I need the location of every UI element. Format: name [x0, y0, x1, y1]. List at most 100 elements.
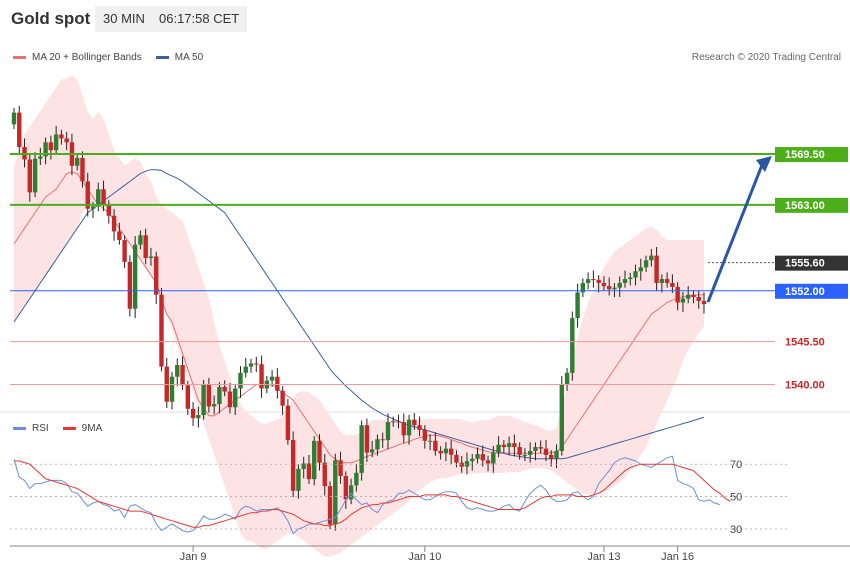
candle-body [454, 454, 459, 463]
candle [501, 440, 507, 454]
ma50-swatch [155, 56, 169, 59]
ma9-swatch [62, 427, 76, 430]
candle-body [333, 460, 338, 525]
candle-body [101, 189, 106, 205]
candle [132, 236, 138, 319]
candle-body [696, 297, 701, 301]
candle-body [169, 376, 175, 402]
candle-body [196, 415, 201, 419]
candle [48, 135, 54, 160]
candle-body [348, 485, 354, 500]
rsi-tick-label: 30 [730, 524, 742, 536]
candle [443, 441, 449, 462]
candle-body [554, 450, 559, 459]
level-label: 1545.50 [785, 337, 825, 349]
candle-body [80, 157, 85, 182]
candle [80, 151, 85, 188]
candle [96, 182, 101, 212]
candle-body [538, 447, 543, 449]
candle [585, 272, 591, 290]
candle [491, 445, 496, 473]
candle [322, 454, 327, 496]
candle-body [427, 440, 433, 442]
candle-body [396, 421, 401, 423]
level-resistance: 1569.50 [10, 147, 848, 163]
candle-body [117, 231, 122, 240]
candle-body [296, 468, 301, 491]
candle-body [628, 277, 633, 280]
candle-body [233, 388, 238, 408]
candle [159, 288, 164, 372]
candle-body [659, 279, 665, 283]
candle [596, 275, 601, 293]
candle [470, 454, 475, 471]
credit-text: Research © 2020 Trading Central [691, 52, 841, 63]
candle-body [517, 447, 522, 455]
level-current: 1555.60 [708, 255, 848, 271]
candle-body [43, 142, 48, 157]
candle-body [111, 215, 117, 232]
candle [506, 436, 512, 455]
candle-body [433, 440, 438, 451]
candle-body [501, 444, 507, 448]
candle [38, 147, 43, 165]
candle-body [222, 386, 227, 392]
level-label: 1540.00 [785, 380, 825, 392]
candle-body [306, 463, 312, 480]
candle [622, 270, 628, 288]
candle [312, 436, 317, 486]
candle [427, 434, 433, 451]
candle-body [206, 384, 212, 407]
level-tag [775, 197, 848, 213]
candle [285, 399, 291, 445]
candle-body [364, 425, 370, 453]
candle [496, 436, 501, 458]
projection-arrow [706, 156, 772, 303]
candle [53, 125, 59, 155]
candle-body [238, 372, 243, 389]
candle [580, 278, 586, 298]
candle [649, 248, 654, 267]
candle [391, 416, 396, 427]
level-label: 1563.00 [785, 200, 825, 212]
candle-body [248, 363, 254, 367]
candle [85, 172, 90, 217]
candle [480, 445, 485, 467]
candle-body [227, 391, 233, 408]
candle [448, 440, 454, 465]
candle [238, 366, 243, 398]
candle [570, 311, 575, 381]
candle [196, 406, 201, 428]
ma20-line [13, 171, 704, 464]
candle-body [506, 443, 512, 448]
candle [654, 247, 659, 291]
candle [32, 152, 38, 198]
candle-body [570, 318, 575, 373]
candle-body [201, 384, 206, 416]
candle [259, 355, 264, 398]
candle-body [638, 267, 643, 272]
level-label: 1552.00 [785, 286, 825, 298]
candle [401, 413, 406, 444]
candle [201, 379, 206, 420]
candle-body [64, 138, 69, 143]
candle [475, 447, 480, 464]
candle [327, 481, 333, 530]
candle-body [90, 206, 96, 209]
candle-body [417, 425, 422, 430]
candle-body [154, 256, 159, 295]
interval-selector[interactable]: 30 MIN [95, 6, 153, 32]
bollinger-band [14, 75, 704, 557]
candle [211, 395, 217, 415]
x-tick-label: Jan 16 [661, 551, 694, 563]
candle [375, 434, 380, 456]
candle [122, 235, 127, 269]
candle-body [59, 134, 64, 139]
candle-body [327, 486, 333, 525]
candle [522, 448, 528, 462]
rsi-tick-label: 50 [730, 492, 742, 504]
candle [138, 230, 143, 250]
candle-body [11, 112, 17, 125]
candle [696, 290, 701, 309]
